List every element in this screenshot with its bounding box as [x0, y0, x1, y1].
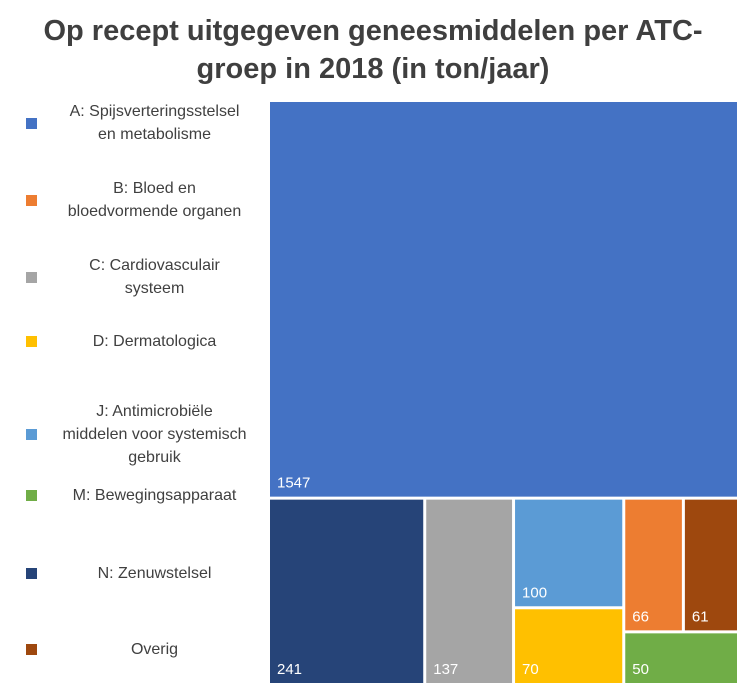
- legend-label-m: M: Bewegingsapparaat: [43, 484, 266, 507]
- legend-label-line: en metabolisme: [98, 126, 211, 143]
- treemap-tile-a: 1547: [270, 102, 737, 497]
- treemap-rect-c: [426, 499, 513, 683]
- treemap-tile-d: 70: [515, 609, 623, 683]
- treemap-value-label-m: 50: [632, 661, 649, 678]
- treemap-rect-b: [625, 499, 682, 631]
- treemap-tile-o: 61: [684, 499, 737, 631]
- legend-item-m: M: Bewegingsapparaat: [26, 484, 266, 507]
- chart-legend: A: Spijsverteringsstelsel en metabolisme B…: [26, 100, 266, 680]
- chart-title-line-2: groep in 2018 (in ton/jaar): [196, 53, 550, 85]
- treemap-tile-b: 66: [625, 499, 682, 631]
- legend-item-d: D: Dermatologica: [26, 330, 266, 353]
- legend-item-o: Overig: [26, 638, 266, 661]
- treemap-rect-o: [684, 499, 737, 631]
- legend-swatch-b: [26, 194, 37, 206]
- legend-swatch-j: [26, 429, 37, 440]
- legend-swatch-n: [26, 568, 37, 579]
- legend-label-line: J: Antimicrobiële: [96, 403, 213, 420]
- legend-label-b: B: Bloed en bloedvormende organen: [43, 177, 266, 223]
- legend-label-line: B: Bloed en: [113, 180, 196, 197]
- legend-label-line: middelen voor systemisch: [62, 426, 247, 443]
- legend-swatch-m: [26, 490, 37, 501]
- legend-label-line: Overig: [130, 641, 179, 658]
- treemap-tile-m: 50: [625, 633, 737, 683]
- legend-swatch-d: [26, 336, 37, 347]
- chart-title-line-1: Op recept uitgegeven geneesmiddelen per …: [43, 15, 703, 47]
- legend-item-j: J: Antimicrobiële middelen voor systemisc…: [26, 400, 266, 469]
- legend-label-o: Overig: [43, 638, 266, 661]
- legend-label-d: D: Dermatologica: [43, 330, 266, 353]
- treemap-rect-n: [270, 499, 424, 683]
- treemap-tile-n: 241: [270, 499, 424, 683]
- legend-label-line: D: Dermatologica: [92, 333, 217, 350]
- legend-swatch-a: [26, 117, 37, 129]
- treemap-tile-c: 137: [426, 499, 513, 683]
- treemap-rect-j: [515, 499, 623, 607]
- legend-label-c: C: Cardiovasculair systeem: [43, 254, 266, 300]
- legend-item-a: A: Spijsverteringsstelsel en metabolisme: [26, 100, 266, 146]
- treemap-value-label-j: 100: [522, 584, 547, 601]
- treemap-value-label-c: 137: [433, 661, 458, 678]
- legend-label-line: gebruik: [128, 449, 181, 466]
- legend-label-line: systeem: [124, 280, 185, 297]
- treemap-value-label-b: 66: [632, 608, 649, 625]
- legend-swatch-o: [26, 644, 37, 655]
- legend-swatch-c: [26, 271, 37, 283]
- treemap-rect-a: [270, 102, 737, 497]
- legend-item-b: B: Bloed en bloedvormende organen: [26, 177, 266, 223]
- legend-label-line: bloedvormende organen: [67, 203, 242, 220]
- legend-label-line: A: Spijsverteringsstelsel: [69, 103, 240, 120]
- treemap-value-label-n: 241: [277, 661, 302, 678]
- legend-item-n: N: Zenuwstelsel: [26, 562, 266, 585]
- treemap-value-label-a: 1547: [277, 475, 310, 492]
- legend-label-line: C: Cardiovasculair: [89, 257, 220, 274]
- legend-item-c: C: Cardiovasculair systeem: [26, 254, 266, 300]
- legend-label-a: A: Spijsverteringsstelsel en metabolisme: [43, 100, 266, 146]
- legend-label-line: N: Zenuwstelsel: [97, 565, 212, 582]
- legend-label-j: J: Antimicrobiële middelen voor systemisc…: [43, 400, 266, 469]
- legend-label-line: M: Bewegingsapparaat: [72, 487, 237, 504]
- legend-label-n: N: Zenuwstelsel: [43, 562, 266, 585]
- treemap-value-label-o: 61: [692, 608, 709, 625]
- chart-title: Op recept uitgegeven geneesmiddelen per …: [0, 12, 746, 88]
- treemap-rect-d: [515, 609, 623, 683]
- treemap-value-label-d: 70: [522, 661, 539, 678]
- treemap-tile-j: 100: [515, 499, 623, 607]
- treemap-rect-m: [625, 633, 737, 683]
